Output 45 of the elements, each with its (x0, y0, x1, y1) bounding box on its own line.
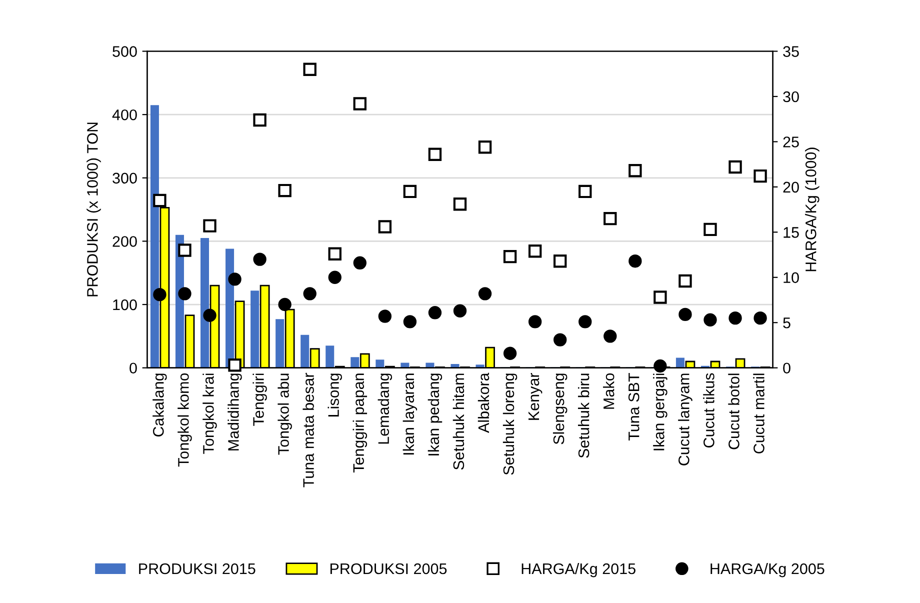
x-tick-label: Cucut botol (728, 374, 740, 450)
legend-label: PRODUKSI 2015 (139, 563, 256, 574)
y2-tick-label: 25 (783, 136, 799, 148)
x-tick-label: Albakora (478, 372, 490, 433)
x-tick-label: Ikan gergaji (653, 374, 668, 450)
x-tick-label: Cucut tikus (703, 373, 714, 448)
x-tick-label: Mako (603, 373, 614, 409)
x-tick-label: Setuhuk biru (578, 374, 590, 458)
legend-label: PRODUKSI 2005 (330, 563, 447, 574)
x-tick-label: Cucut lanyam (678, 374, 692, 466)
x-tick-label: Tongkol krai (202, 374, 217, 454)
y-axis-title: PRODUKSI (x 1000) TON (86, 122, 101, 296)
y-tick-label: 400 (112, 109, 137, 120)
x-tick-label: Tenggiri (252, 374, 267, 426)
legend-label: HARGA/Kg 2015 (522, 562, 636, 578)
y2-tick-label: 10 (784, 272, 799, 284)
y2-tick-label: 30 (783, 91, 799, 102)
x-tick-label: Setuhuk loreng (502, 374, 518, 475)
x-tick-label: Lisong (328, 374, 342, 416)
y-tick-label: 300 (112, 172, 137, 184)
x-tick-label: Tuna mata besar (302, 372, 314, 488)
x-tick-label: Ikan layaran (402, 374, 418, 455)
y2-tick-label: 15 (784, 227, 799, 238)
x-tick-label: Cakalang (152, 374, 167, 436)
x-tick-label: Madidihang (228, 374, 242, 450)
legend-label: HARGA/Kg 2005 (710, 562, 824, 578)
x-tick-label: Tongkol abu (278, 374, 292, 455)
x-tick-label: Lemadang (378, 374, 392, 444)
y2-tick-label: 0 (783, 362, 790, 374)
y2-axis-title: HARGA/Kg (1000) (805, 148, 820, 272)
x-tick-label: Tongkol komo (178, 373, 192, 467)
x-tick-label: Kenyar (528, 372, 542, 420)
x-tick-label: Slengseng (552, 374, 568, 444)
x-tick-label: Tenggiri papan (352, 374, 368, 473)
y2-tick-label: 5 (783, 318, 790, 328)
y-tick-label: 0 (130, 362, 137, 374)
y-tick-label: 100 (113, 299, 137, 310)
x-tick-label: Ikan pedang (428, 374, 442, 456)
x-tick-label: Setuhuk hitam (452, 374, 464, 470)
y-tick-label: 500 (112, 46, 137, 57)
y2-tick-label: 20 (783, 182, 799, 193)
y2-tick-label: 35 (783, 46, 799, 57)
x-tick-label: Tuna SBT (628, 373, 640, 441)
x-tick-label: Cucut martil (753, 374, 764, 454)
y-tick-label: 200 (112, 236, 137, 247)
